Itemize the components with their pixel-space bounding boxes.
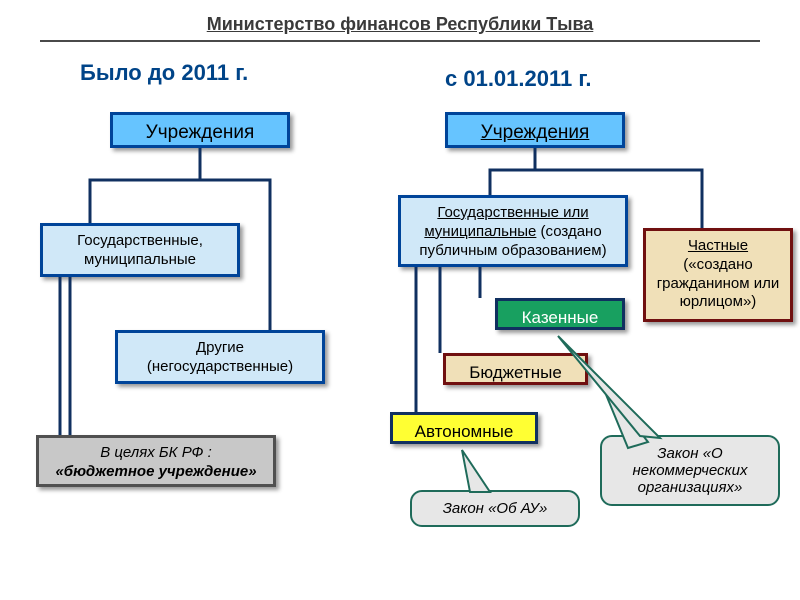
box-left-footnote: В целях БК РФ : «бюджетное учреждение» [36,435,276,487]
box-right-private: Частные («создано гражданином или юрлицо… [643,228,793,322]
box-right-institutions: Учреждения [445,112,625,148]
line: Государственные или [437,204,588,221]
line: Государственные, [77,232,203,249]
header-rule [40,40,760,42]
line: («создано [683,256,752,273]
box-right-budgetary: Бюджетные [443,353,588,385]
box-left-state-muni: Государственные, муниципальные [40,223,240,277]
line: организациях» [638,479,743,496]
line: В целях БК РФ : [100,444,212,461]
line: Закон «О [657,445,722,462]
line: некоммерческих [633,462,748,479]
line: (негосударственные) [147,358,293,375]
subtitle-left: Было до 2011 г. [80,60,248,86]
line: Частные [688,237,748,254]
line: муниципальные [84,251,196,268]
line: (создано [536,223,601,240]
line: муниципальные [424,223,536,240]
box-left-institutions: Учреждения [110,112,290,148]
label: Автономные [415,422,514,441]
page-title: Министерство финансов Республики Тыва [0,14,800,35]
callout-au-law: Закон «Об АУ» [410,490,580,527]
label: Учреждения [146,122,255,143]
box-right-treasury: Казенные [495,298,625,330]
label: Бюджетные [469,363,562,382]
subtitle-right: c 01.01.2011 г. [445,66,591,92]
line: юрлицом») [680,293,757,310]
line: Другие [196,339,244,356]
line: публичным образованием) [419,242,606,259]
label: Учреждения [481,122,590,143]
label: Казенные [522,308,599,327]
box-left-other: Другие (негосударственные) [115,330,325,384]
callout-nko-law: Закон «О некоммерческих организациях» [600,435,780,506]
box-right-state-muni: Государственные или муниципальные (созда… [398,195,628,267]
line: Закон «Об АУ» [443,500,548,517]
line: «бюджетное учреждение» [55,463,256,480]
box-right-autonomous: Автономные [390,412,538,444]
line: гражданином или [657,275,780,292]
